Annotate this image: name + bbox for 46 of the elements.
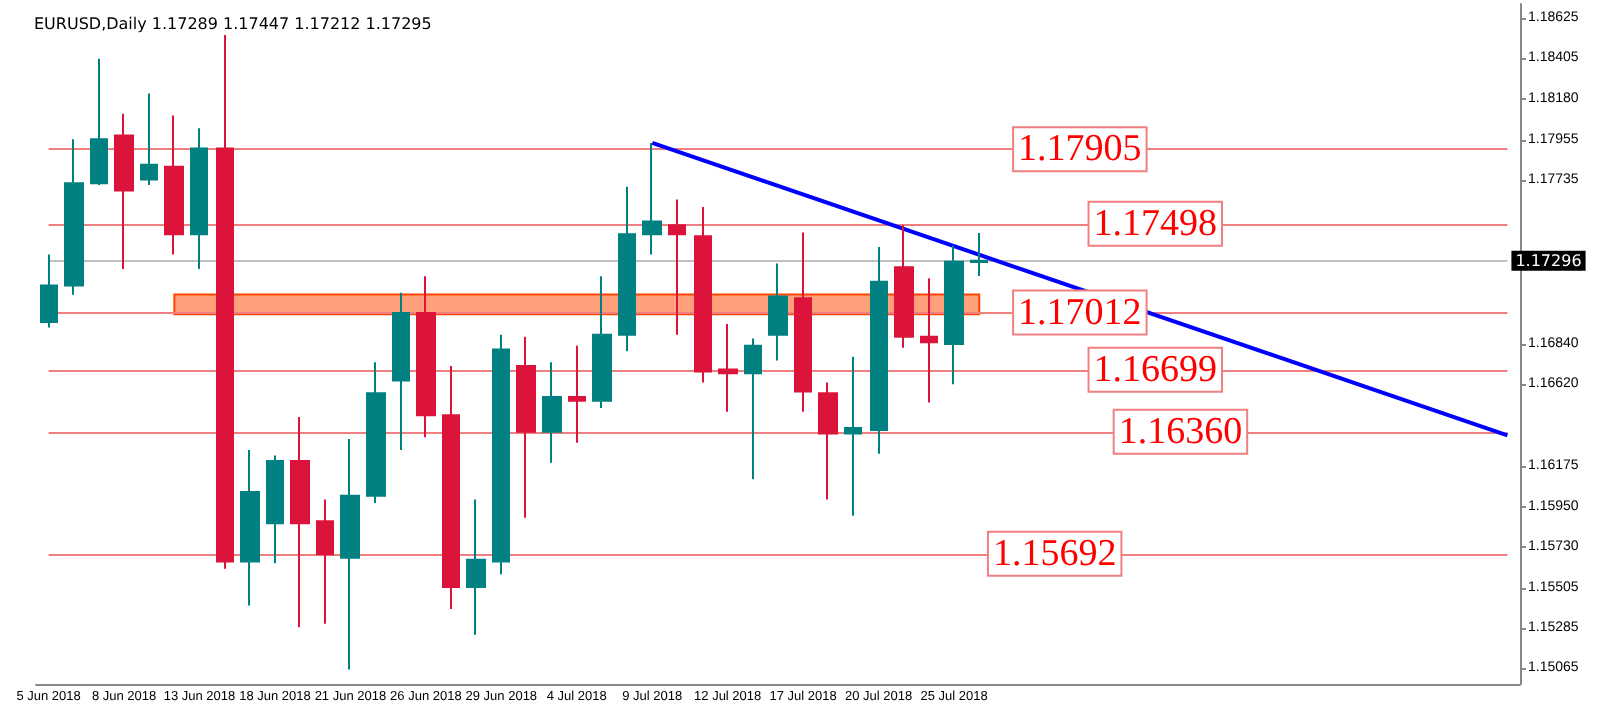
candlestick: [392, 291, 410, 452]
candlestick: [416, 275, 436, 439]
candlestick: [340, 438, 360, 671]
candlestick: [894, 224, 914, 349]
candlestick: [164, 114, 184, 256]
candlestick: [768, 262, 788, 362]
candlestick: [290, 416, 310, 629]
candlestick: [492, 333, 510, 576]
candlestick: [592, 275, 612, 409]
candlestick: [568, 344, 586, 444]
candlestick: [466, 498, 486, 636]
ref-line-label: 1.17012: [1018, 291, 1142, 334]
candlestick: [744, 337, 762, 481]
candlestick: [642, 141, 662, 256]
ref-line-label: 1.16699: [1093, 348, 1218, 391]
candlestick: [366, 361, 386, 505]
ref-line-label: 1.17498: [1093, 202, 1218, 245]
candlestick: [818, 381, 838, 501]
candlestick: [64, 138, 84, 296]
candlestick: [870, 246, 888, 455]
ref-line-label: 1.17905: [1018, 128, 1142, 171]
candlestick: [694, 205, 712, 384]
candlestick: [794, 231, 812, 413]
candlestick: [442, 364, 460, 611]
candlestick: [618, 185, 636, 353]
candlestick: [140, 92, 158, 186]
candlestick: [40, 253, 58, 329]
ref-line-label: 1.15692: [992, 532, 1117, 575]
candlestick: [216, 34, 234, 570]
candlestick: [516, 335, 536, 519]
candlestick: [542, 361, 562, 464]
candlestick: [316, 498, 334, 625]
candlestick: [190, 127, 208, 271]
candlestick: [944, 244, 964, 386]
text: EURUSD,Daily 1.17289 1.17447 1.17212 1.17295: [34, 15, 432, 33]
ref-line-label: 1.16360: [1118, 410, 1243, 453]
candlestick: [970, 232, 988, 277]
candlestick: [114, 112, 134, 271]
candlestick: [920, 277, 938, 404]
candlestick: [718, 322, 738, 413]
candlestick: [90, 57, 108, 186]
ref-line-label: 1.17296: [1515, 251, 1582, 270]
candlestick: [668, 198, 686, 336]
candlestick: [266, 454, 284, 565]
candlestick: [844, 355, 862, 517]
candlestick: [240, 449, 260, 607]
